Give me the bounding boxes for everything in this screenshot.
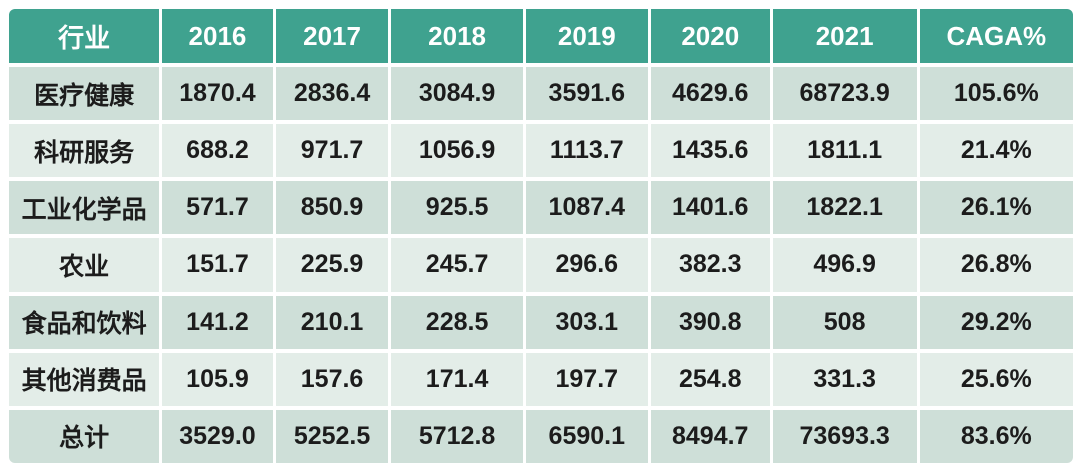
table-row: 农业 151.7 225.9 245.7 296.6 382.3 496.9 26.8% [9, 238, 1073, 292]
column-header-2020: 2020 [650, 9, 770, 63]
data-cell: 1113.7 [525, 124, 648, 178]
column-header-2018: 2018 [391, 9, 523, 63]
data-cell: 157.6 [275, 352, 389, 406]
data-cell: 151.7 [162, 238, 273, 292]
data-cell: 228.5 [391, 295, 523, 349]
data-cell: 1822.1 [772, 181, 917, 235]
column-header-industry: 行业 [9, 9, 160, 63]
data-cell: 1435.6 [650, 124, 770, 178]
data-cell: 571.7 [162, 181, 273, 235]
data-cell: 1056.9 [391, 124, 523, 178]
data-cell: 5252.5 [275, 409, 389, 463]
data-cell: 688.2 [162, 124, 273, 178]
data-cell: 303.1 [525, 295, 648, 349]
row-label: 总计 [9, 409, 160, 463]
column-header-2017: 2017 [275, 9, 389, 63]
data-cell: 390.8 [650, 295, 770, 349]
data-cell: 105.6% [919, 67, 1073, 121]
table-row: 食品和饮料 141.2 210.1 228.5 303.1 390.8 508 29.2% [9, 295, 1073, 349]
column-header-caga: CAGA% [919, 9, 1073, 63]
table-row: 总计 3529.0 5252.5 5712.8 6590.1 8494.7 73693.3 8… [9, 409, 1073, 463]
table-row: 科研服务 688.2 971.7 1056.9 1113.7 1435.6 1811.1 21… [9, 124, 1073, 178]
data-cell: 3084.9 [391, 67, 523, 121]
data-cell: 29.2% [919, 295, 1073, 349]
data-cell: 225.9 [275, 238, 389, 292]
data-cell: 68723.9 [772, 67, 917, 121]
data-cell: 496.9 [772, 238, 917, 292]
data-cell: 171.4 [391, 352, 523, 406]
data-cell: 5712.8 [391, 409, 523, 463]
data-cell: 105.9 [162, 352, 273, 406]
column-header-2019: 2019 [525, 9, 648, 63]
data-cell: 296.6 [525, 238, 648, 292]
data-cell: 197.7 [525, 352, 648, 406]
row-label: 农业 [9, 238, 160, 292]
table-row: 医疗健康 1870.4 2836.4 3084.9 3591.6 4629.6 68723.… [9, 67, 1073, 121]
data-cell: 26.8% [919, 238, 1073, 292]
row-label: 科研服务 [9, 124, 160, 178]
data-cell: 850.9 [275, 181, 389, 235]
row-label: 医疗健康 [9, 67, 160, 121]
industry-cagr-table: 行业 2016 2017 2018 2019 2020 2021 CAGA% 医疗健康 1870… [6, 5, 1076, 467]
row-label: 其他消费品 [9, 352, 160, 406]
table-body: 医疗健康 1870.4 2836.4 3084.9 3591.6 4629.6 68723.… [9, 67, 1073, 463]
data-cell: 25.6% [919, 352, 1073, 406]
table-row: 其他消费品 105.9 157.6 171.4 197.7 254.8 331.3 25.6% [9, 352, 1073, 406]
data-cell: 925.5 [391, 181, 523, 235]
data-cell: 1087.4 [525, 181, 648, 235]
data-cell: 8494.7 [650, 409, 770, 463]
row-label: 工业化学品 [9, 181, 160, 235]
data-cell: 971.7 [275, 124, 389, 178]
data-cell: 21.4% [919, 124, 1073, 178]
data-cell: 1870.4 [162, 67, 273, 121]
data-cell: 331.3 [772, 352, 917, 406]
data-cell: 382.3 [650, 238, 770, 292]
data-cell: 4629.6 [650, 67, 770, 121]
data-cell: 210.1 [275, 295, 389, 349]
column-header-2016: 2016 [162, 9, 273, 63]
column-header-2021: 2021 [772, 9, 917, 63]
data-cell: 26.1% [919, 181, 1073, 235]
data-cell: 73693.3 [772, 409, 917, 463]
table-row: 工业化学品 571.7 850.9 925.5 1087.4 1401.6 1822.1 26… [9, 181, 1073, 235]
data-cell: 3591.6 [525, 67, 648, 121]
data-cell: 83.6% [919, 409, 1073, 463]
row-label: 食品和饮料 [9, 295, 160, 349]
data-cell: 245.7 [391, 238, 523, 292]
data-cell: 3529.0 [162, 409, 273, 463]
data-cell: 1811.1 [772, 124, 917, 178]
data-cell: 1401.6 [650, 181, 770, 235]
data-cell: 6590.1 [525, 409, 648, 463]
header-row: 行业 2016 2017 2018 2019 2020 2021 CAGA% [9, 9, 1073, 63]
data-cell: 2836.4 [275, 67, 389, 121]
data-cell: 141.2 [162, 295, 273, 349]
data-cell: 508 [772, 295, 917, 349]
data-cell: 254.8 [650, 352, 770, 406]
